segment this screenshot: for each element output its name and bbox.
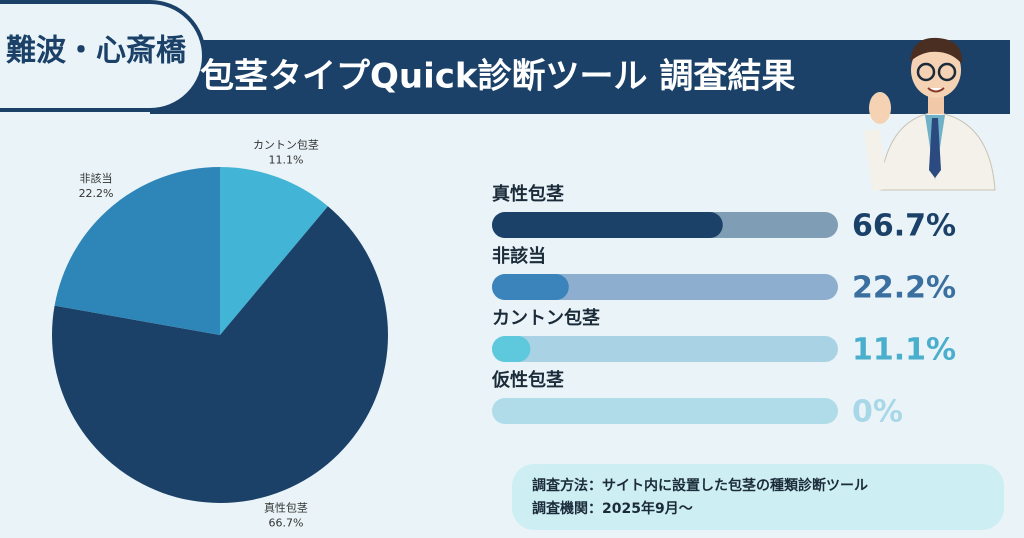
doctor-illustration (864, 37, 996, 192)
bar-value: 22.2% (852, 271, 956, 306)
pie-slice (52, 206, 389, 503)
title-banner (150, 40, 1010, 114)
footer-line: 調査機関：2025年9月〜 (532, 500, 693, 517)
slice-label: 真性包茎 (264, 500, 308, 514)
bar-category: 真性包茎 (492, 183, 564, 205)
title: 包茎タイプQuick診断ツール 調査結果 (200, 57, 795, 97)
slice-value: 22.2% (79, 187, 114, 200)
slice-value: 66.7% (268, 516, 303, 529)
footer-line: 調査方法：サイト内に設置した包茎の種類診断ツール (532, 477, 868, 494)
bar-track (492, 336, 838, 362)
slice-label: カントン包茎 (253, 139, 319, 152)
slice-label: 非該当 (80, 171, 113, 185)
bar (492, 274, 569, 300)
bar-value: 0% (852, 395, 903, 430)
bar (492, 336, 531, 362)
bar-category: 非該当 (492, 245, 546, 267)
pie-slice (220, 167, 328, 335)
badge-text: 難波・心斎橋 (6, 34, 187, 69)
bar-category: カントン包茎 (492, 307, 600, 329)
bar-value: 66.7% (852, 209, 956, 244)
bar (492, 212, 723, 238)
bar-value: 11.1% (852, 333, 956, 368)
pie-slice (54, 167, 220, 335)
bar-track (492, 398, 838, 424)
bar-track (492, 274, 838, 300)
footer-box (512, 464, 1004, 530)
badge-pill (0, 0, 206, 112)
slice-value: 11.1% (268, 154, 303, 167)
bar-category: 仮性包茎 (491, 369, 564, 391)
